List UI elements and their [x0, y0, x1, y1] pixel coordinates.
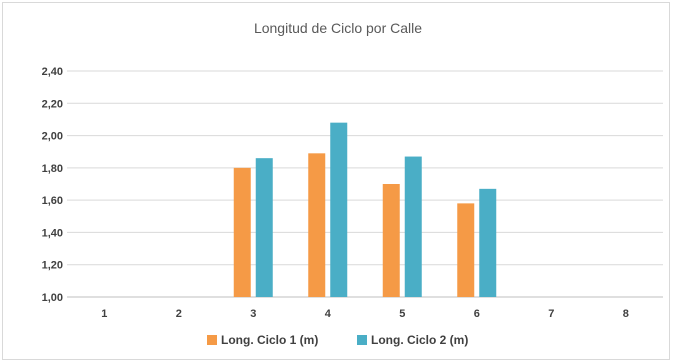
y-tick-label: 2,40 [42, 66, 63, 78]
x-tick-label: 4 [325, 308, 332, 320]
x-tick-label: 2 [176, 308, 182, 320]
y-tick-label: 1,60 [42, 195, 63, 207]
legend-swatch [207, 335, 217, 345]
bar-series2-cat3 [255, 158, 273, 297]
y-tick-label: 1,20 [42, 260, 63, 272]
y-axis-ticks: 1,00 1,20 1,40 1,60 1,80 2,00 2,20 2,40 [42, 66, 63, 304]
bar-series2-cat6 [479, 188, 497, 297]
x-tick-label: 6 [474, 308, 480, 320]
y-tick-label: 1,80 [42, 163, 63, 175]
chart-frame: Longitud de Ciclo por Calle 1,00 1,20 1,40… [2, 2, 670, 360]
x-tick-label: 1 [101, 308, 107, 320]
legend-label: Long. Ciclo 1 (m) [221, 333, 318, 347]
y-tick-label: 2,00 [42, 131, 63, 143]
gridlines [67, 70, 663, 298]
chart-title: Longitud de Ciclo por Calle [254, 20, 422, 36]
y-tick-label: 2,20 [42, 98, 63, 110]
x-tick-label: 3 [250, 308, 256, 320]
y-tick-label: 1,00 [42, 292, 63, 304]
bars [233, 122, 497, 298]
bar-chart: Longitud de Ciclo por Calle 1,00 1,20 1,40… [42, 20, 663, 347]
x-axis-ticks: 1 2 3 4 5 6 7 8 [101, 308, 629, 320]
bar-series2-cat5 [404, 156, 422, 297]
legend: Long. Ciclo 1 (m) Long. Ciclo 2 (m) [207, 333, 468, 347]
x-tick-label: 7 [548, 308, 554, 320]
bar-series1-cat6 [457, 203, 475, 297]
bar-series1-cat3 [233, 167, 251, 297]
y-tick-label: 1,40 [42, 227, 63, 239]
x-tick-label: 8 [623, 308, 629, 320]
bar-series2-cat4 [330, 122, 348, 298]
bar-series1-cat4 [308, 153, 326, 297]
legend-label: Long. Ciclo 2 (m) [371, 333, 468, 347]
x-tick-label: 5 [399, 308, 405, 320]
bar-series1-cat5 [382, 184, 400, 297]
legend-swatch [357, 335, 367, 345]
